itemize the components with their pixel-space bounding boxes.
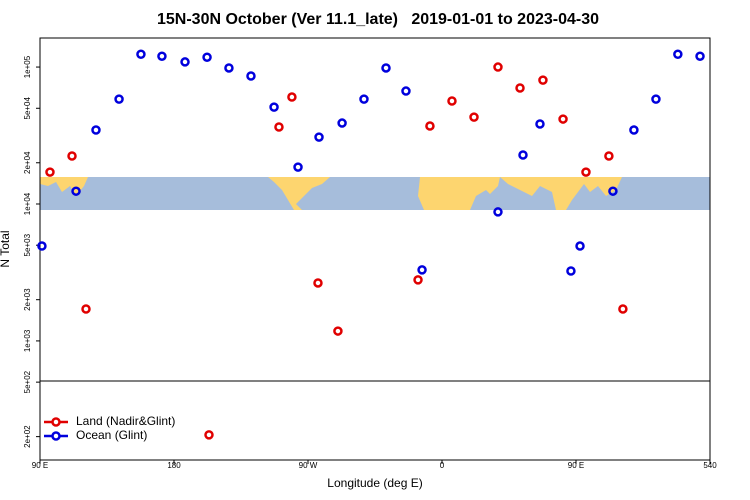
y-tick-label: 2e+02 <box>23 425 32 448</box>
y-tick-label: 5e+03 <box>23 233 32 256</box>
point <box>447 96 457 106</box>
point <box>269 102 279 112</box>
x-tick-label: 0 <box>440 461 445 470</box>
point <box>493 207 503 217</box>
point <box>651 94 661 104</box>
point <box>566 266 576 276</box>
point <box>71 186 81 196</box>
point <box>45 167 55 177</box>
x-tick-label: 90 E <box>32 461 48 470</box>
y-tick-label: 1e+05 <box>23 55 32 78</box>
legend-label: Ocean (Glint) <box>76 428 147 442</box>
point <box>180 57 190 67</box>
plot-frame <box>39 37 711 461</box>
point <box>37 241 47 251</box>
point <box>313 278 323 288</box>
point <box>293 162 303 172</box>
x-tick-label: 540 <box>703 461 717 470</box>
point <box>629 125 639 135</box>
x-tick-label: 90 W <box>299 461 318 470</box>
y-tick-label: 2e+03 <box>23 288 32 311</box>
map-band <box>40 177 710 210</box>
y-axis-label: N Total <box>0 230 12 267</box>
point <box>91 125 101 135</box>
point <box>538 75 548 85</box>
point <box>224 63 234 73</box>
point <box>202 52 212 62</box>
point <box>136 49 146 60</box>
land <box>40 177 88 196</box>
point <box>695 51 705 61</box>
point <box>381 63 391 73</box>
point <box>413 275 423 285</box>
legend-label: Land (Nadir&Glint) <box>76 414 175 428</box>
point <box>535 119 545 129</box>
point <box>204 430 214 440</box>
x-axis-label: Longitude (deg E) <box>327 476 422 490</box>
point <box>337 118 347 128</box>
point <box>287 92 297 102</box>
point <box>469 112 479 122</box>
point <box>425 121 435 131</box>
legend-marker <box>51 431 61 441</box>
point <box>314 132 324 142</box>
land <box>418 177 500 210</box>
point <box>114 94 124 104</box>
legend-marker <box>51 417 61 427</box>
y-tick-label: 5e+02 <box>23 370 32 393</box>
point <box>157 51 167 61</box>
point <box>618 304 628 314</box>
point <box>67 151 77 161</box>
chart-title: 15N-30N October (Ver 11.1_late) 2019-01-… <box>157 11 599 28</box>
point <box>401 86 411 96</box>
point <box>81 304 91 314</box>
point <box>575 241 585 251</box>
land <box>268 177 330 210</box>
land <box>500 177 622 210</box>
point <box>493 62 503 72</box>
point <box>333 326 343 336</box>
y-tick-label: 1e+03 <box>23 329 32 352</box>
point <box>518 150 528 160</box>
point <box>608 186 618 196</box>
x-tick-label: 90 E <box>568 461 584 470</box>
x-tick-label: 180 <box>167 461 181 470</box>
point <box>673 49 683 60</box>
point <box>359 94 369 104</box>
point <box>246 71 256 81</box>
point <box>274 122 284 132</box>
y-tick-label: 5e+04 <box>23 96 32 119</box>
y-tick-label: 2e+04 <box>23 151 32 174</box>
point <box>581 167 591 177</box>
point <box>417 265 427 275</box>
y-tick-label: 1e+04 <box>23 192 32 215</box>
point <box>558 114 568 124</box>
point <box>515 83 525 93</box>
point <box>604 151 614 161</box>
